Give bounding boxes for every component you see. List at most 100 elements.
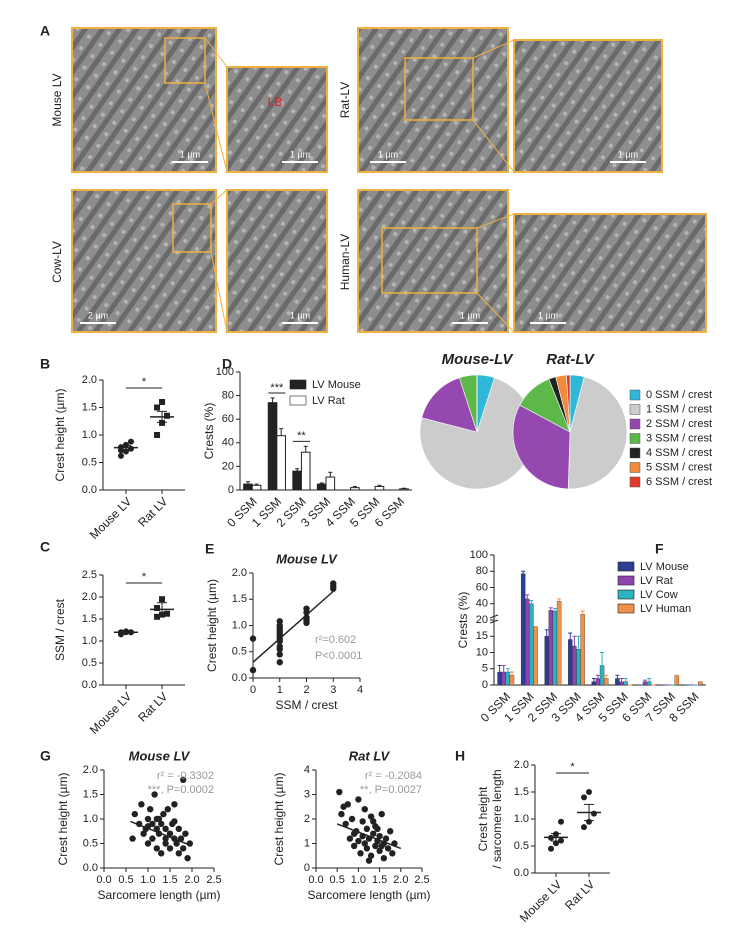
y-tick-label: 0 bbox=[228, 484, 234, 496]
micrograph bbox=[357, 27, 509, 173]
x-tick-label: 0.0 bbox=[96, 874, 111, 886]
data-point bbox=[138, 801, 145, 808]
data-point bbox=[162, 840, 169, 847]
y-tick-label: 10 bbox=[476, 646, 488, 658]
axis-break bbox=[489, 614, 499, 619]
data-point bbox=[336, 788, 343, 796]
bar bbox=[525, 598, 530, 686]
bar bbox=[251, 484, 262, 491]
y-tick-label: 0.0 bbox=[514, 867, 529, 879]
y-tick-label: 0.5 bbox=[82, 456, 97, 468]
zoom-image bbox=[226, 189, 328, 333]
bar bbox=[599, 665, 605, 686]
x-tick-label: 2.5 bbox=[414, 874, 429, 886]
fit-line bbox=[252, 590, 334, 663]
bar bbox=[316, 483, 327, 491]
data-point bbox=[127, 445, 134, 452]
micrograph bbox=[71, 27, 217, 173]
bar bbox=[300, 451, 311, 491]
data-point bbox=[154, 613, 161, 620]
y-tick-label: 1.0 bbox=[83, 813, 98, 825]
y-tick-label: 1.5 bbox=[232, 593, 247, 605]
data-point bbox=[276, 651, 283, 658]
pie-slice bbox=[419, 377, 535, 490]
data-point bbox=[382, 835, 390, 842]
data-point bbox=[367, 813, 375, 820]
data-point bbox=[363, 845, 371, 852]
zoom-connector bbox=[472, 119, 515, 173]
x-tick-label: 3 bbox=[330, 684, 336, 696]
y-axis-label: Crest height bbox=[476, 786, 490, 851]
y-tick-label: 1 bbox=[304, 837, 310, 849]
data-point bbox=[171, 818, 178, 825]
data-point bbox=[154, 404, 161, 411]
legend-swatch bbox=[617, 603, 635, 614]
data-point bbox=[184, 855, 191, 862]
zoom-connector bbox=[476, 213, 515, 229]
panel-label: F bbox=[655, 541, 664, 557]
y-tick-label: 60 bbox=[476, 581, 488, 593]
y-tick-label: 1.5 bbox=[82, 401, 97, 413]
y-tick-label: 40 bbox=[476, 598, 488, 610]
y-tick-label: 1.0 bbox=[514, 813, 529, 825]
panel-label: A bbox=[40, 23, 50, 39]
legend-label: LV Mouse bbox=[640, 561, 689, 573]
scale-bar-label: 1 µm bbox=[180, 149, 200, 159]
y-tick-label: 40 bbox=[222, 437, 234, 449]
pie-slice bbox=[567, 376, 628, 490]
inset-label: LB bbox=[268, 95, 283, 109]
micrograph-label: Mouse LV bbox=[50, 73, 64, 126]
y-tick-label: 2.0 bbox=[82, 374, 97, 386]
y-tick-label: 1.5 bbox=[514, 786, 529, 798]
data-point bbox=[151, 791, 158, 798]
y-tick-label: 2.0 bbox=[232, 567, 247, 579]
bar bbox=[591, 681, 597, 686]
y-tick-label: 0.5 bbox=[83, 837, 98, 849]
data-point bbox=[159, 419, 166, 426]
bar bbox=[580, 614, 585, 686]
zoom-connector bbox=[210, 189, 228, 205]
data-point bbox=[153, 845, 160, 852]
bar bbox=[505, 671, 511, 686]
bar bbox=[529, 603, 534, 686]
panel-label: H bbox=[455, 748, 465, 764]
data-point bbox=[365, 857, 373, 864]
bar bbox=[552, 610, 558, 686]
y-tick-label: 1.5 bbox=[82, 613, 97, 625]
significance: *** bbox=[270, 382, 284, 394]
legend-label: LV Mouse bbox=[312, 379, 361, 391]
micrograph bbox=[71, 189, 217, 333]
y-tick-label: 0.0 bbox=[82, 484, 97, 496]
y-axis-label: Crests (%) bbox=[456, 592, 470, 649]
micrograph-label: Cow-LV bbox=[50, 241, 64, 283]
data-point bbox=[162, 835, 169, 842]
y-tick-label: 1.5 bbox=[83, 788, 98, 800]
data-point bbox=[276, 643, 283, 650]
data-point bbox=[249, 635, 257, 642]
data-point bbox=[367, 852, 375, 859]
micrograph bbox=[357, 189, 509, 333]
y-tick-label: 2 bbox=[304, 813, 310, 825]
bar bbox=[374, 485, 385, 491]
pie-slice bbox=[421, 377, 478, 433]
significance: ** bbox=[297, 430, 306, 442]
data-point bbox=[384, 845, 392, 852]
data-point bbox=[342, 820, 349, 828]
y-tick-label: 1.0 bbox=[82, 635, 97, 647]
data-point bbox=[370, 818, 377, 825]
y-axis-label: Crest height (µm) bbox=[53, 389, 67, 482]
legend-swatch bbox=[629, 389, 641, 401]
zoom-box bbox=[404, 57, 474, 121]
data-point bbox=[350, 842, 358, 850]
data-point bbox=[153, 815, 160, 823]
data-point bbox=[581, 794, 587, 801]
data-point bbox=[346, 835, 354, 842]
y-tick-label: 0 bbox=[482, 679, 488, 691]
legend-label: LV Human bbox=[640, 603, 691, 615]
fit-line bbox=[336, 823, 402, 850]
data-point bbox=[348, 815, 356, 823]
x-axis-label: SSM / crest bbox=[275, 698, 338, 712]
data-point bbox=[586, 789, 592, 795]
y-tick-label: 2.0 bbox=[83, 764, 98, 776]
x-tick-label: 0.5 bbox=[118, 874, 133, 886]
